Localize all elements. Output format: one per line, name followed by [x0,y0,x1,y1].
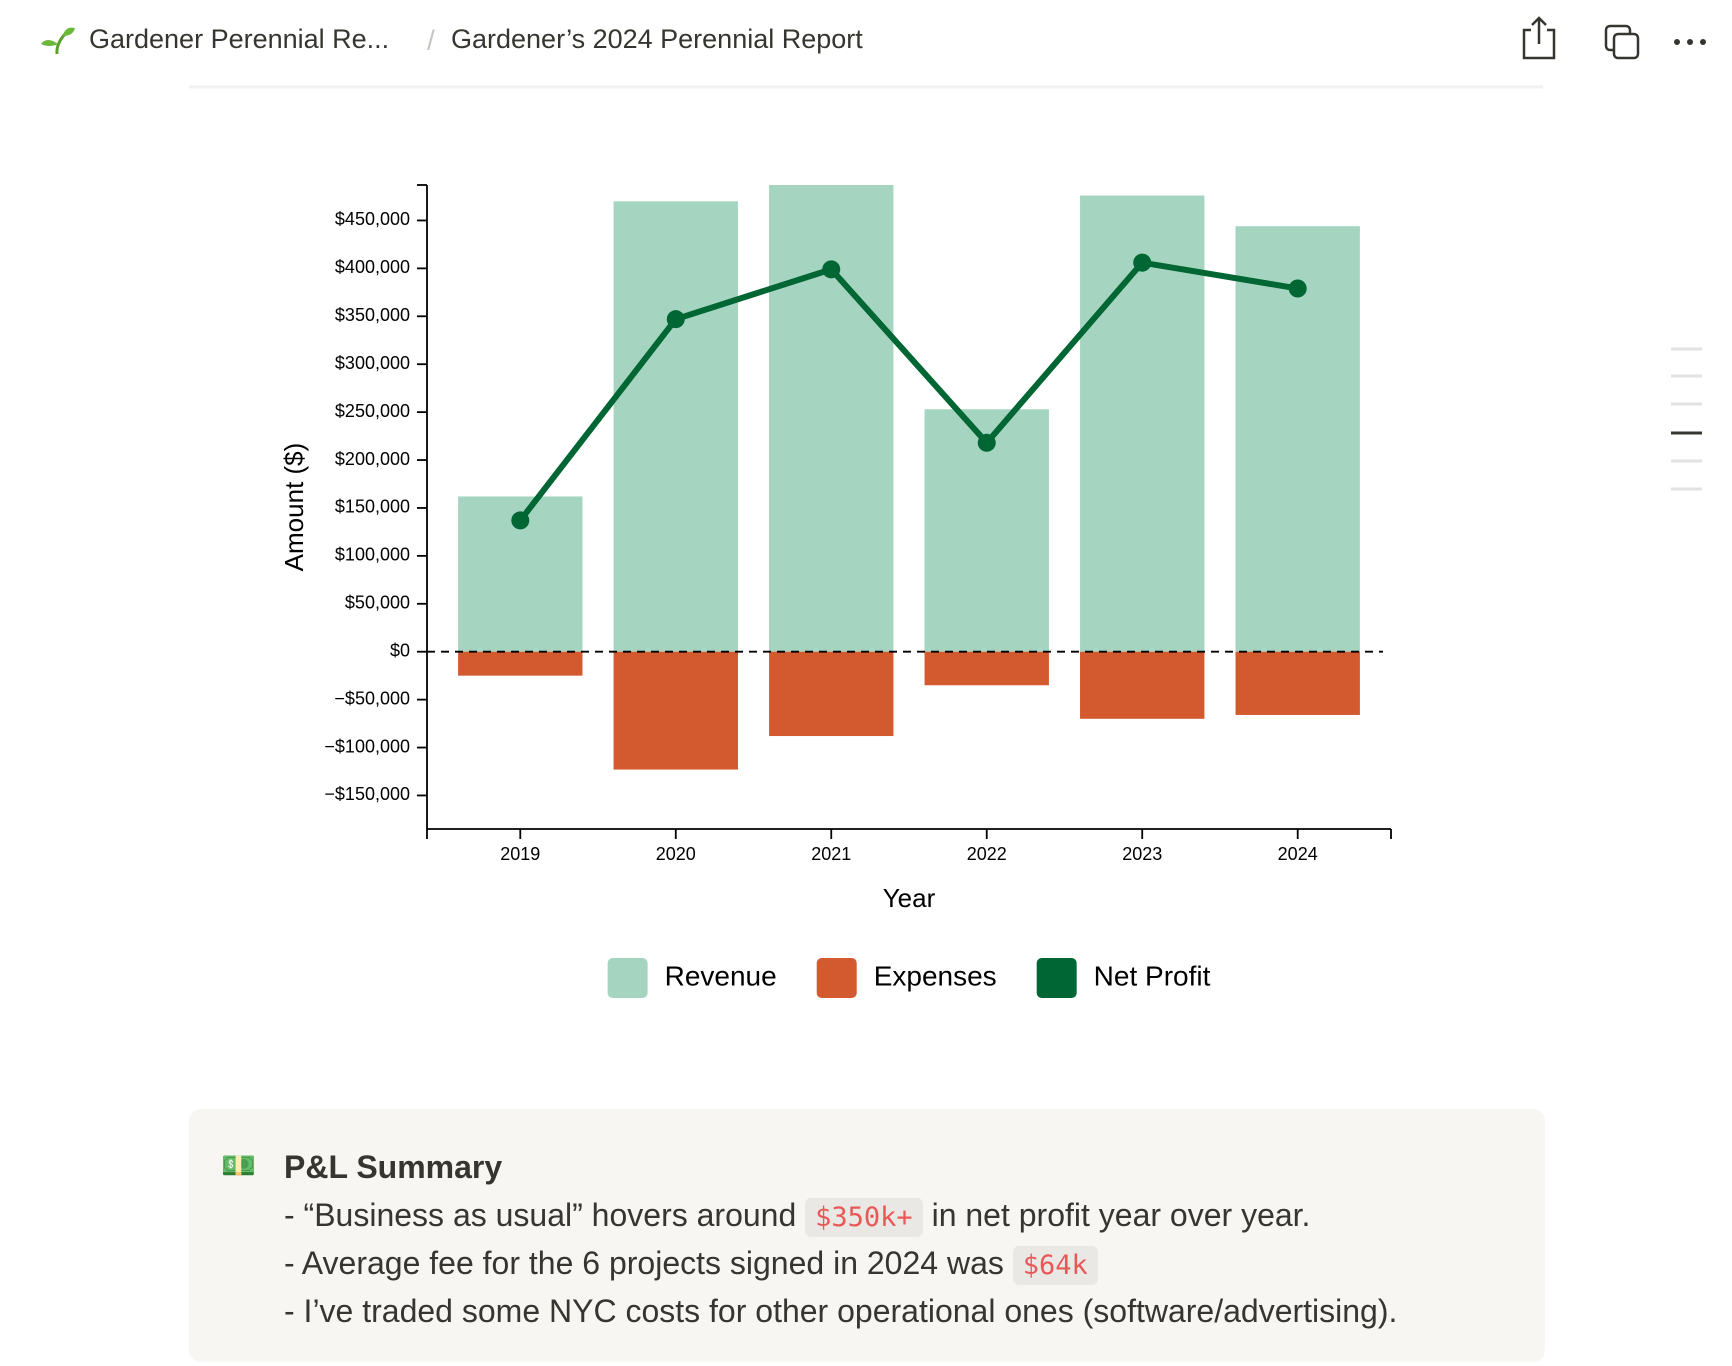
text: - I’ve traded some NYC costs for other o… [284,1293,1398,1329]
point [1133,253,1152,272]
duplicate-button[interactable] [1604,24,1640,60]
y-tick-label: $100,000 [335,545,410,565]
legend-swatch [607,958,648,998]
y-tick-label: $150,000 [335,497,410,517]
legend-item: Net Profit [1036,958,1211,998]
point [977,433,996,452]
callout-icon: 💵 [221,1150,256,1181]
legend-swatch [1036,958,1077,998]
bar [458,651,583,676]
more-button[interactable] [1674,39,1706,45]
bar [613,201,738,652]
callout-line: - “Business as usual” hovers around $350… [284,1197,1311,1237]
chart: / Year Amount ($) −$150,000 −$100,000 −$50… [41,16,1706,998]
text: - “Business as usual” hovers around [284,1197,806,1233]
y-tick-label: $50,000 [345,593,410,613]
share-button[interactable] [1522,16,1556,60]
y-tick-label: $450,000 [335,209,410,229]
table-of-contents[interactable] [1671,347,1702,491]
point [1288,279,1307,298]
legend-label: Revenue [665,960,777,991]
breadcrumb-workspace[interactable]: Gardener Perennial Re... [89,24,390,54]
bar [1080,651,1205,719]
legend-item: Revenue [607,958,777,998]
x-tick-label: 2022 [967,844,1007,864]
legend-label: Net Profit [1094,960,1211,991]
x-axis-title: Year [883,883,936,913]
bar [769,651,894,737]
y-tick-label: $200,000 [335,449,410,469]
y-tick-label: $400,000 [335,257,410,277]
legend-item: Expenses [816,958,997,998]
inline-code: $350k+ [805,1198,923,1237]
point [822,260,841,279]
breadcrumb-page[interactable]: Gardener’s 2024 Perennial Report [451,24,863,54]
bar [613,651,738,770]
breadcrumb-separator: / [427,24,435,55]
text: - Average fee for the 6 projects signed … [284,1245,1013,1281]
x-tick-label: 2019 [500,844,540,864]
bar [1235,651,1360,715]
legend-label: Expenses [874,960,997,991]
y-tick-label: −$150,000 [324,784,410,804]
legend-swatch [816,958,857,998]
x-tick-label: 2020 [656,844,696,864]
y-axis-title: Amount ($) [279,443,309,572]
callout-line: - I’ve traded some NYC costs for other o… [284,1293,1397,1330]
y-tick-label: $0 [390,640,410,660]
sprout-icon [41,27,75,55]
point [511,511,530,530]
y-tick-label: −$50,000 [334,688,410,708]
bar [769,185,894,652]
bar [924,651,1049,686]
callout-title: P&L Summary [284,1149,503,1185]
x-tick-label: 2021 [811,844,851,864]
line [517,259,1299,523]
x-tick-label: 2024 [1278,844,1318,864]
y-tick-label: −$100,000 [324,736,410,756]
point [666,310,685,329]
y-tick-label: $300,000 [335,353,410,373]
callout-line: - Average fee for the 6 projects signed … [284,1245,1098,1285]
y-tick-label: $350,000 [335,305,410,325]
x-tick-label: 2023 [1122,844,1162,864]
inline-code: $64k [1012,1246,1098,1285]
y-tick-label: $250,000 [335,401,410,421]
text: in net profit year over year. [922,1197,1311,1233]
callout: 💵 P&L Summary - “Business as usual” hove… [189,1109,1545,1362]
legend: Revenue Expenses Net Profit [607,958,1211,998]
